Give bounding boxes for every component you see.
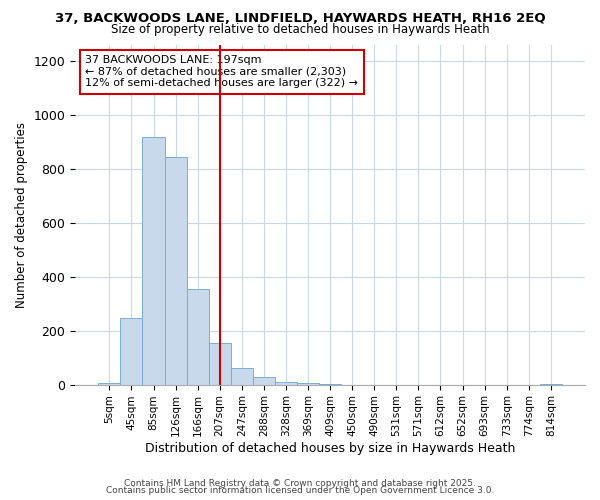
- Bar: [142, 136, 164, 384]
- Bar: [121, 318, 142, 384]
- Text: 37, BACKWOODS LANE, LINDFIELD, HAYWARDS HEATH, RH16 2EQ: 37, BACKWOODS LANE, LINDFIELD, HAYWARDS …: [55, 12, 545, 26]
- Bar: [275, 382, 297, 384]
- Bar: [231, 368, 253, 384]
- Bar: [253, 376, 275, 384]
- Y-axis label: Number of detached properties: Number of detached properties: [15, 122, 28, 308]
- Bar: [187, 289, 209, 384]
- Text: Contains public sector information licensed under the Open Government Licence 3.: Contains public sector information licen…: [106, 486, 494, 495]
- Bar: [98, 383, 121, 384]
- Bar: [164, 157, 187, 384]
- Text: Contains HM Land Registry data © Crown copyright and database right 2025.: Contains HM Land Registry data © Crown c…: [124, 478, 476, 488]
- Bar: [209, 343, 231, 384]
- Text: Size of property relative to detached houses in Haywards Heath: Size of property relative to detached ho…: [110, 22, 490, 36]
- Bar: [297, 383, 319, 384]
- Text: 37 BACKWOODS LANE: 197sqm
← 87% of detached houses are smaller (2,303)
12% of se: 37 BACKWOODS LANE: 197sqm ← 87% of detac…: [85, 55, 358, 88]
- X-axis label: Distribution of detached houses by size in Haywards Heath: Distribution of detached houses by size …: [145, 442, 515, 455]
